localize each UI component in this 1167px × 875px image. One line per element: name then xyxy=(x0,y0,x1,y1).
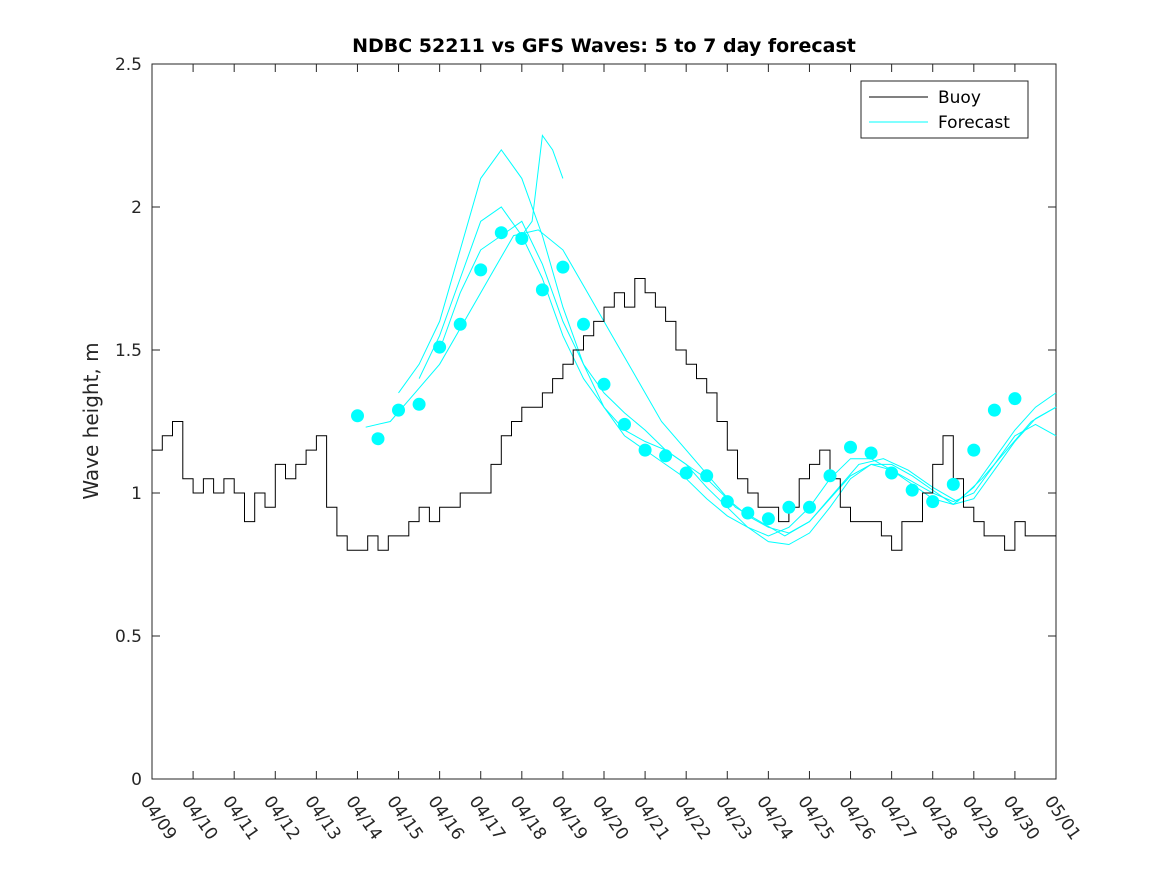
forecast-point xyxy=(926,495,940,509)
forecast-point xyxy=(741,506,755,520)
buoy-series-line xyxy=(152,278,1056,551)
forecast-point xyxy=(618,417,631,431)
forecast-point xyxy=(720,495,734,509)
forecast-point xyxy=(659,449,673,463)
forecast-point xyxy=(392,403,405,417)
forecast-point xyxy=(967,443,981,457)
forecast-point xyxy=(556,260,570,274)
y-tick-label: 0 xyxy=(131,770,142,790)
y-axis-label: Wave height, m xyxy=(79,342,103,499)
forecast-point xyxy=(494,226,508,240)
forecast-point xyxy=(597,377,611,391)
forecast-point xyxy=(433,340,447,354)
y-tick-label: 1.5 xyxy=(115,341,142,361)
legend: Buoy Forecast xyxy=(860,80,1029,139)
forecast-point xyxy=(474,263,488,277)
y-tick-label: 2 xyxy=(131,198,142,218)
forecast-point xyxy=(885,466,899,480)
forecast-point xyxy=(638,443,652,457)
forecast-point xyxy=(351,409,364,423)
chart-marks xyxy=(152,134,1057,551)
forecast-point xyxy=(577,317,590,331)
plot-area-frame xyxy=(151,63,1057,780)
forecast-point xyxy=(412,397,426,411)
y-tick-label: 1 xyxy=(131,484,142,504)
y-tick-label: 0.5 xyxy=(115,627,142,647)
forecast-point xyxy=(761,512,775,526)
forecast-point xyxy=(946,477,960,491)
forecast-point xyxy=(823,469,837,483)
forecast-point xyxy=(905,483,919,497)
forecast-series-line xyxy=(521,134,564,236)
forecast-point xyxy=(987,403,1001,417)
legend-label-forecast: Forecast xyxy=(938,113,1010,133)
legend-label-buoy: Buoy xyxy=(938,88,981,108)
forecast-point xyxy=(371,432,385,446)
forecast-point xyxy=(515,232,529,245)
chart-title: NDBC 52211 vs GFS Waves: 5 to 7 day fore… xyxy=(352,35,856,57)
y-tick-label: 2.5 xyxy=(115,55,142,75)
forecast-point xyxy=(803,500,816,514)
forecast-point xyxy=(1008,392,1022,406)
forecast-point xyxy=(864,446,878,460)
forecast-point xyxy=(679,466,693,480)
forecast-point xyxy=(453,317,467,331)
legend-box xyxy=(860,80,1029,139)
forecast-point xyxy=(535,283,549,297)
forecast-point xyxy=(782,500,796,514)
forecast-point xyxy=(844,440,857,454)
forecast-series-line xyxy=(398,148,1057,537)
forecast-point xyxy=(700,469,714,483)
